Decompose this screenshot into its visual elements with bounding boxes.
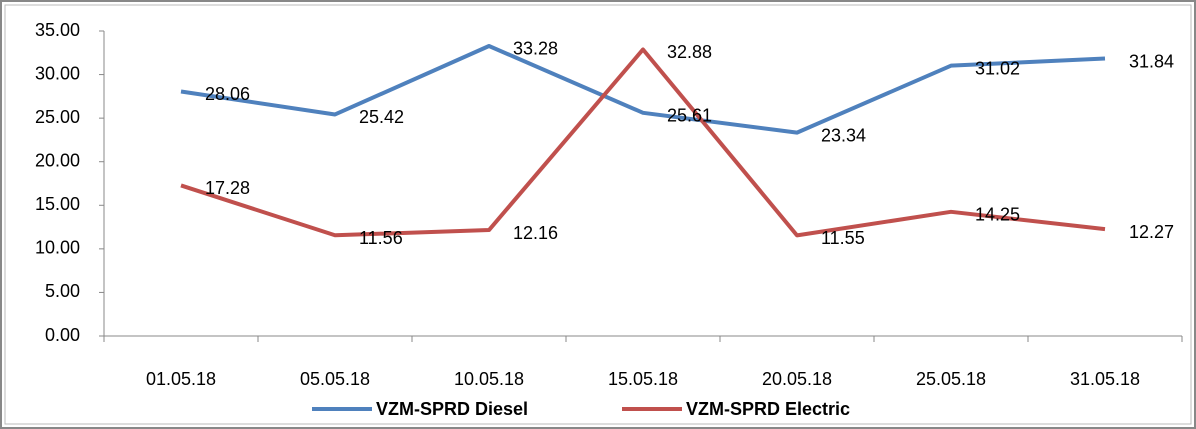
- y-tick-label: 25.00: [35, 107, 80, 127]
- y-tick-label: 35.00: [35, 20, 80, 40]
- x-tick-label: 31.05.18: [1070, 369, 1140, 389]
- y-tick-label: 30.00: [35, 63, 80, 83]
- x-tick-label: 15.05.18: [608, 369, 678, 389]
- data-label: 31.84: [1129, 51, 1174, 71]
- data-label: 12.27: [1129, 222, 1174, 242]
- data-label: 11.55: [821, 228, 865, 248]
- data-label: 12.16: [513, 223, 558, 243]
- x-tick-label: 25.05.18: [916, 369, 986, 389]
- data-label: 17.28: [205, 178, 250, 198]
- data-label: 23.34: [821, 125, 866, 145]
- series-line: [180, 47, 1106, 238]
- series-line: [180, 43, 1106, 135]
- chart-inner-border: [4, 4, 1192, 425]
- y-tick-label: 15.00: [35, 194, 80, 214]
- x-tick-label: 05.05.18: [300, 369, 370, 389]
- x-tick-label: 01.05.18: [146, 369, 216, 389]
- data-label: 25.61: [667, 106, 712, 126]
- legend-label: VZM-SPRD Electric: [686, 399, 850, 419]
- data-label: 31.02: [975, 58, 1020, 78]
- data-label: 11.56: [359, 228, 403, 248]
- x-tick-label: 20.05.18: [762, 369, 832, 389]
- data-label: 14.25: [975, 205, 1020, 225]
- y-tick-label: 5.00: [45, 281, 80, 301]
- y-tick-label: 0.00: [45, 325, 80, 345]
- legend-label: VZM-SPRD Diesel: [376, 399, 528, 419]
- x-tick-label: 10.05.18: [454, 369, 524, 389]
- data-label: 33.28: [513, 39, 558, 59]
- y-tick-label: 10.00: [35, 238, 80, 258]
- data-label: 25.42: [359, 107, 404, 127]
- y-tick-label: 20.00: [35, 150, 80, 170]
- data-label: 32.88: [667, 42, 712, 62]
- data-label: 28.06: [205, 84, 250, 104]
